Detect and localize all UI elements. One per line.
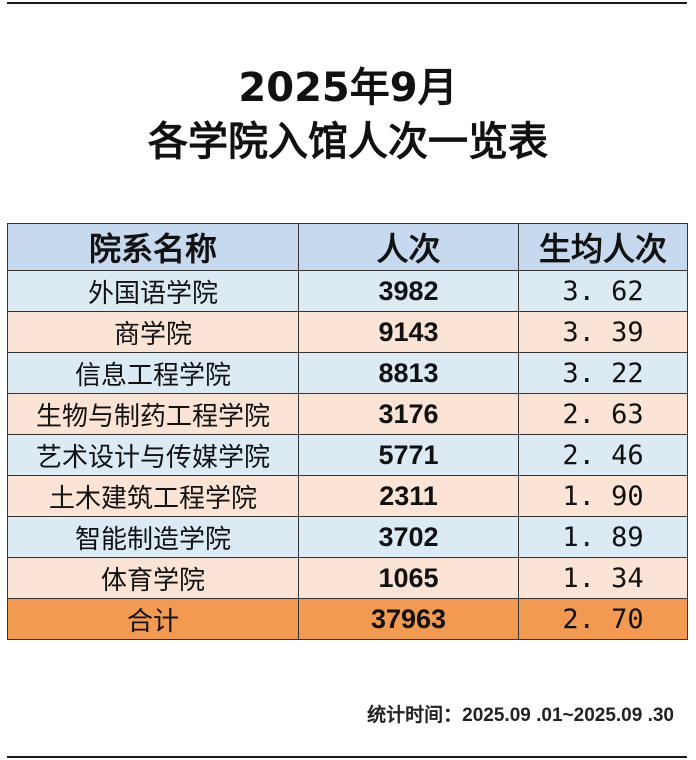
department-name: 艺术设计与传媒学院 xyxy=(7,434,299,476)
department-name: 土木建筑工程学院 xyxy=(7,475,299,517)
page-title-month: 2025年9月 xyxy=(238,65,458,111)
department-name: 信息工程学院 xyxy=(7,352,299,394)
header-department: 院系名称 xyxy=(7,223,299,271)
header-avg-visits: 生均人次 xyxy=(518,223,688,271)
table-row: 外国语学院 3982 3. 62 xyxy=(7,270,688,312)
table-row: 商学院 9143 3. 39 xyxy=(7,311,688,353)
total-visit-count: 37963 xyxy=(298,598,519,640)
visits-table: 院系名称 人次 生均人次 外国语学院 3982 3. 62 商学院 9143 3… xyxy=(7,223,688,640)
department-name: 生物与制药工程学院 xyxy=(7,393,299,435)
department-name: 体育学院 xyxy=(7,557,299,599)
total-row: 合计 37963 2. 70 xyxy=(7,598,688,640)
statistics-period: 统计时间：2025.09 .01~2025.09 .30 xyxy=(367,705,674,726)
visit-count: 2311 xyxy=(298,475,519,517)
avg-visits: 3. 39 xyxy=(518,311,688,353)
table-row: 艺术设计与传媒学院 5771 2. 46 xyxy=(7,434,688,476)
page-title: 各学院入馆人次一览表 xyxy=(148,119,548,165)
department-name: 外国语学院 xyxy=(7,270,299,312)
visit-count: 3982 xyxy=(298,270,519,312)
bottom-rule xyxy=(7,756,687,758)
table-row: 信息工程学院 8813 3. 22 xyxy=(7,352,688,394)
avg-visits: 2. 63 xyxy=(518,393,688,435)
visit-count: 3176 xyxy=(298,393,519,435)
total-avg-visits: 2. 70 xyxy=(518,598,688,640)
table-row: 体育学院 1065 1. 34 xyxy=(7,557,688,599)
visit-count: 9143 xyxy=(298,311,519,353)
avg-visits: 1. 90 xyxy=(518,475,688,517)
avg-visits: 3. 62 xyxy=(518,270,688,312)
top-rule xyxy=(7,2,687,4)
visit-count: 8813 xyxy=(298,352,519,394)
avg-visits: 3. 22 xyxy=(518,352,688,394)
visit-count: 3702 xyxy=(298,516,519,558)
table-row: 智能制造学院 3702 1. 89 xyxy=(7,516,688,558)
avg-visits: 1. 34 xyxy=(518,557,688,599)
table-header-row: 院系名称 人次 生均人次 xyxy=(7,223,688,271)
visit-count: 1065 xyxy=(298,557,519,599)
department-name: 智能制造学院 xyxy=(7,516,299,558)
table-row: 生物与制药工程学院 3176 2. 63 xyxy=(7,393,688,435)
visit-count: 5771 xyxy=(298,434,519,476)
header-visits: 人次 xyxy=(298,223,519,271)
department-name: 商学院 xyxy=(7,311,299,353)
avg-visits: 2. 46 xyxy=(518,434,688,476)
total-label: 合计 xyxy=(7,598,299,640)
table-row: 土木建筑工程学院 2311 1. 90 xyxy=(7,475,688,517)
avg-visits: 1. 89 xyxy=(518,516,688,558)
